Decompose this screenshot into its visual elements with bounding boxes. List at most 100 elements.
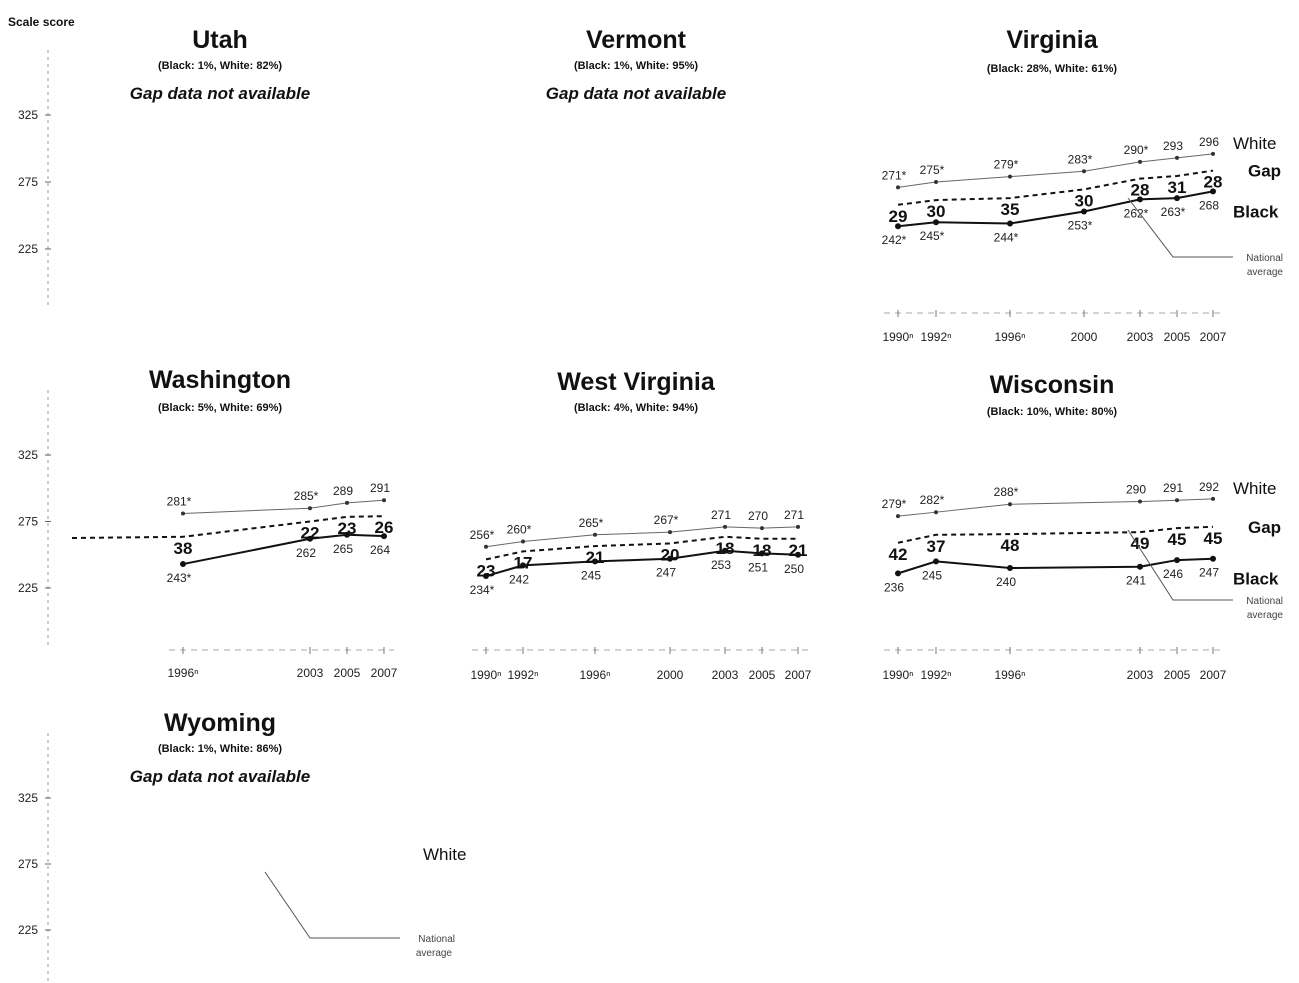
panel-subtitle: (Black: 28%, White: 61%) xyxy=(987,63,1118,75)
black-data-label: 246 xyxy=(1163,567,1183,581)
white-data-label: 290 xyxy=(1126,483,1146,497)
white-data-label: 270 xyxy=(748,509,768,523)
x-tick-label: 1990ⁿ xyxy=(470,668,501,682)
x-tick-label: 2000 xyxy=(1071,330,1098,344)
gap-data-label: 48 xyxy=(1001,536,1020,555)
black-data-label: 268 xyxy=(1199,198,1219,212)
white-data-label: 292 xyxy=(1199,480,1219,494)
series-name-white: White xyxy=(423,845,466,864)
white-point xyxy=(345,500,349,505)
x-tick-label: 1990ⁿ xyxy=(882,668,913,682)
x-tick-label: 1992ⁿ xyxy=(920,330,951,344)
national-average-leader xyxy=(1127,529,1233,601)
white-point xyxy=(934,180,938,184)
black-point xyxy=(1210,555,1216,562)
x-tick-label: 2003 xyxy=(1127,668,1154,682)
panel-title: Wisconsin xyxy=(990,371,1115,399)
black-point xyxy=(1137,563,1143,570)
gap-series-line xyxy=(485,535,798,561)
gap-data-label: 49 xyxy=(1131,534,1150,553)
white-data-label: 279* xyxy=(882,497,907,511)
panel-title: Virginia xyxy=(1006,26,1098,54)
x-tick-label: 2007 xyxy=(1200,668,1227,682)
panel-note: Gap data not available xyxy=(546,84,726,103)
x-tick-label: 1990ⁿ xyxy=(882,330,913,344)
series-name-white: White xyxy=(1233,479,1276,498)
panel-note: Gap data not available xyxy=(130,84,310,103)
black-data-label: 265 xyxy=(333,542,353,556)
white-series-line xyxy=(182,499,385,515)
x-tick-label: 2007 xyxy=(1200,330,1227,344)
x-tick-label: 1996ⁿ xyxy=(579,668,610,682)
white-point xyxy=(796,524,800,529)
white-point xyxy=(521,539,525,544)
white-point xyxy=(308,506,312,511)
white-point xyxy=(1138,159,1142,164)
black-series-line xyxy=(182,533,385,566)
black-data-label: 262 xyxy=(296,546,316,560)
gap-data-label: 23 xyxy=(338,519,357,538)
y-tick-label: 225 xyxy=(18,242,38,256)
black-point xyxy=(307,535,313,542)
white-point xyxy=(1082,169,1086,174)
white-point xyxy=(1175,155,1179,160)
y-tick-label: 275 xyxy=(18,175,38,189)
white-data-label: 275* xyxy=(920,163,945,177)
black-point xyxy=(895,223,901,230)
series-name-white: White xyxy=(1233,134,1276,153)
black-data-label: 242 xyxy=(509,572,529,586)
x-tick-label: 2005 xyxy=(1164,668,1191,682)
black-point xyxy=(592,558,598,565)
black-point xyxy=(1007,220,1013,227)
black-data-label: 245 xyxy=(581,568,601,582)
x-tick-label: 2003 xyxy=(297,666,324,680)
panel-subtitle: (Black: 1%, White: 95%) xyxy=(574,60,698,72)
y-tick-label: 325 xyxy=(18,791,38,805)
panel-utah: Utah (Black: 1%, White: 82%) Gap data not … xyxy=(18,26,310,309)
white-data-label: 267* xyxy=(654,513,679,527)
black-data-label: 245 xyxy=(922,568,942,582)
gap-series-line xyxy=(71,515,385,539)
gap-data-label: 21 xyxy=(586,548,605,567)
white-point xyxy=(896,514,900,519)
white-data-label: 282* xyxy=(920,493,945,507)
black-data-label: 264 xyxy=(370,543,390,557)
black-data-label: 245* xyxy=(920,229,945,243)
white-data-label: 291 xyxy=(370,481,390,495)
black-point xyxy=(180,561,186,568)
gap-data-label: 30 xyxy=(927,202,946,221)
panel-title: Wyoming xyxy=(164,709,276,737)
panel-vermont: Vermont (Black: 1%, White: 95%) Gap data n… xyxy=(546,26,726,103)
white-data-label: 296 xyxy=(1199,135,1219,149)
black-point xyxy=(1007,565,1013,572)
white-point xyxy=(1138,499,1142,504)
white-data-label: 271 xyxy=(711,508,731,522)
gap-data-label: 23 xyxy=(477,561,496,580)
gap-data-label: 42 xyxy=(889,545,908,564)
gap-data-label: 28 xyxy=(1204,173,1223,192)
panel-west-virginia: West Virginia (Black: 4%, White: 94%) 1990… xyxy=(470,368,812,682)
panel-virginia: Virginia (Black: 28%, White: 61%) 1990ⁿ 199… xyxy=(882,26,1284,344)
white-data-label: 283* xyxy=(1068,152,1093,166)
national-average-label: National xyxy=(418,934,455,945)
x-tick-label: 2000 xyxy=(657,668,684,682)
white-point xyxy=(1008,174,1012,179)
white-data-label: 290* xyxy=(1124,143,1149,157)
white-data-label: 288* xyxy=(994,485,1019,499)
black-point xyxy=(520,562,526,569)
white-point xyxy=(723,524,727,529)
white-data-label: 265* xyxy=(579,516,604,530)
black-data-label: 253 xyxy=(711,558,731,572)
white-point xyxy=(484,544,488,549)
x-tick-label: 1996ⁿ xyxy=(167,666,198,680)
white-data-label: 285* xyxy=(294,489,319,503)
national-average-label: average xyxy=(1247,610,1284,621)
gap-data-label: 29 xyxy=(889,207,908,226)
national-average-label: National xyxy=(1246,253,1283,264)
black-data-label: 247 xyxy=(656,566,676,580)
white-point xyxy=(382,498,386,503)
y-tick-label: 325 xyxy=(18,108,38,122)
gap-data-label: 26 xyxy=(375,518,394,537)
black-data-label: 251 xyxy=(748,560,768,574)
y-tick-label: 225 xyxy=(18,923,38,937)
